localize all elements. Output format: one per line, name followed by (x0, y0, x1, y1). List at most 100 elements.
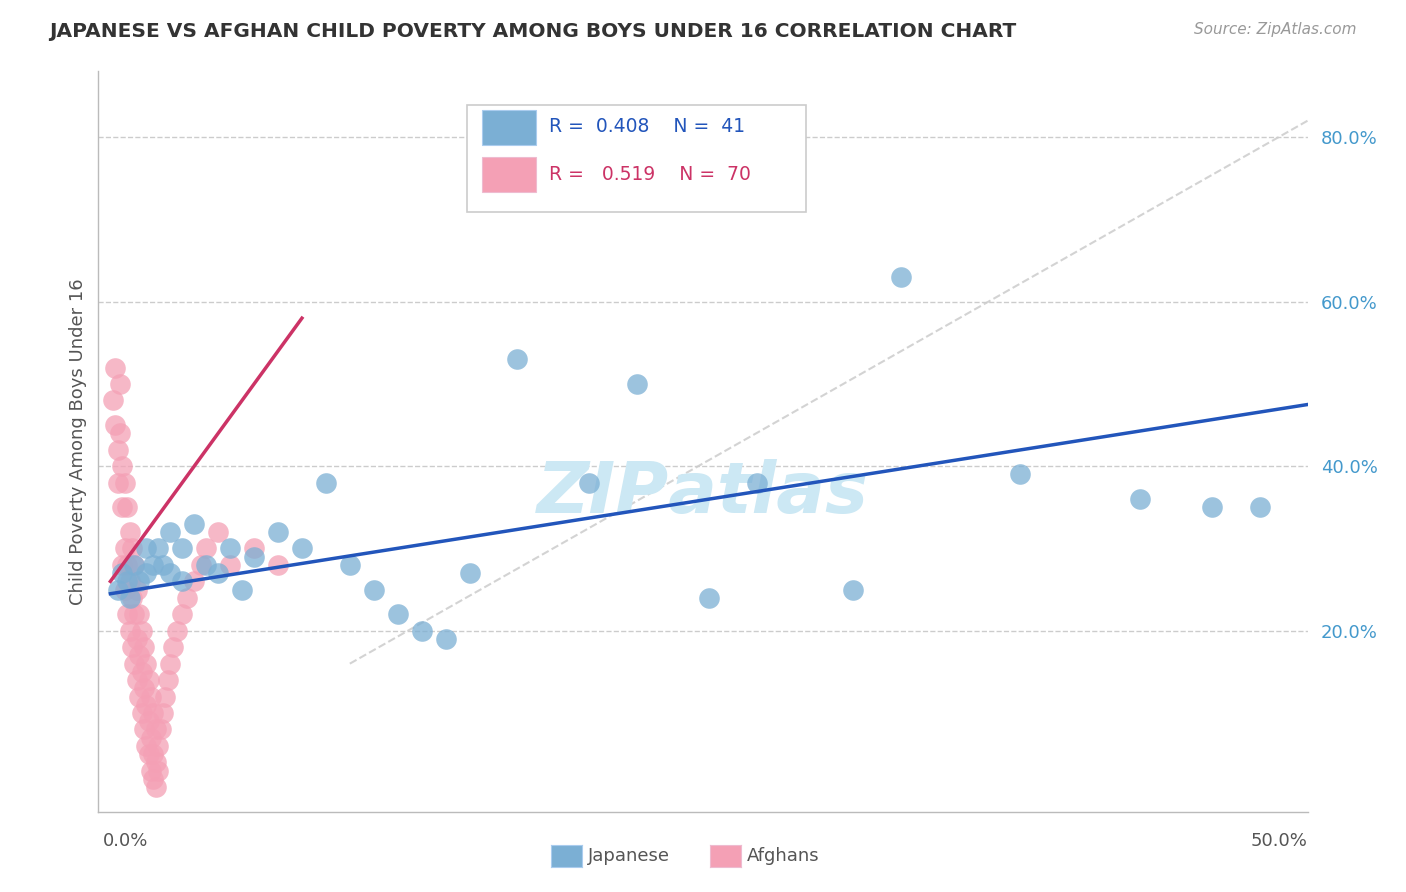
Point (231, 582, 253, 597)
Point (148, 739, 170, 753)
Point (195, 558, 218, 572)
Point (135, 657, 157, 671)
Point (135, 739, 157, 753)
Point (115, 574, 138, 589)
Text: R =   0.519    N =  70: R = 0.519 N = 70 (550, 165, 751, 184)
Point (131, 706, 153, 720)
Point (159, 524, 181, 539)
Point (1010, 467, 1032, 482)
Point (458, 566, 481, 581)
Point (135, 698, 157, 712)
Point (142, 747, 165, 761)
Point (148, 541, 170, 556)
Point (114, 582, 136, 597)
Point (124, 657, 146, 671)
Text: Japanese: Japanese (588, 847, 669, 865)
Point (115, 500, 138, 515)
Point (159, 566, 181, 581)
Point (207, 524, 229, 539)
Point (139, 690, 162, 704)
Point (111, 558, 134, 572)
Point (156, 673, 179, 687)
Point (135, 541, 157, 556)
Point (124, 558, 146, 572)
Point (132, 681, 155, 696)
Point (107, 582, 129, 597)
Point (183, 574, 205, 589)
Point (176, 591, 198, 605)
Point (125, 582, 148, 597)
Point (131, 665, 153, 679)
Point (166, 624, 188, 638)
Text: Source: ZipAtlas.com: Source: ZipAtlas.com (1194, 22, 1357, 37)
Point (145, 780, 167, 794)
Point (115, 607, 138, 622)
Point (104, 418, 127, 433)
Point (387, 607, 409, 622)
Point (1129, 492, 1152, 507)
Point (138, 673, 160, 687)
Point (219, 541, 242, 556)
Point (121, 591, 143, 605)
Point (111, 500, 134, 515)
Text: JAPANESE VS AFGHAN CHILD POVERTY AMONG BOYS UNDER 16 CORRELATION CHART: JAPANESE VS AFGHAN CHILD POVERTY AMONG B… (49, 22, 1017, 41)
Point (118, 574, 141, 589)
Point (118, 524, 141, 539)
Point (107, 475, 129, 490)
Point (841, 582, 863, 597)
Point (104, 360, 127, 375)
Point (111, 459, 134, 474)
Point (108, 426, 131, 441)
Point (1201, 500, 1223, 515)
Y-axis label: Child Poverty Among Boys Under 16: Child Poverty Among Boys Under 16 (69, 278, 87, 605)
Point (267, 558, 290, 572)
Point (138, 714, 160, 729)
Point (148, 764, 170, 778)
Point (128, 607, 150, 622)
Point (434, 632, 457, 646)
Point (697, 591, 720, 605)
Point (152, 558, 174, 572)
Point (114, 475, 136, 490)
Text: 50.0%: 50.0% (1251, 832, 1308, 850)
Point (138, 747, 160, 761)
Point (124, 558, 146, 572)
Point (125, 632, 148, 646)
Point (315, 475, 337, 490)
Point (121, 541, 143, 556)
Point (183, 516, 205, 531)
Point (578, 475, 600, 490)
FancyBboxPatch shape (482, 156, 536, 192)
Point (128, 574, 150, 589)
Point (107, 442, 129, 457)
Point (145, 756, 167, 770)
Point (142, 706, 165, 720)
Point (1249, 500, 1271, 515)
Point (118, 624, 141, 638)
Point (101, 393, 124, 408)
Point (155, 690, 177, 704)
Text: Afghans: Afghans (747, 847, 820, 865)
Point (118, 591, 141, 605)
Point (243, 549, 266, 564)
Text: R =  0.408    N =  41: R = 0.408 N = 41 (550, 118, 745, 136)
Point (219, 558, 242, 572)
Point (111, 566, 134, 581)
Point (115, 558, 138, 572)
Point (125, 673, 148, 687)
Point (108, 376, 131, 391)
Point (139, 764, 162, 778)
Point (411, 624, 433, 638)
Point (131, 624, 153, 638)
FancyBboxPatch shape (467, 104, 806, 212)
Point (135, 566, 157, 581)
Point (267, 524, 290, 539)
Point (172, 574, 194, 589)
Point (207, 566, 229, 581)
Point (145, 723, 167, 737)
Point (190, 558, 212, 572)
Point (339, 558, 361, 572)
Point (124, 607, 146, 622)
Point (243, 541, 266, 556)
Point (152, 706, 174, 720)
